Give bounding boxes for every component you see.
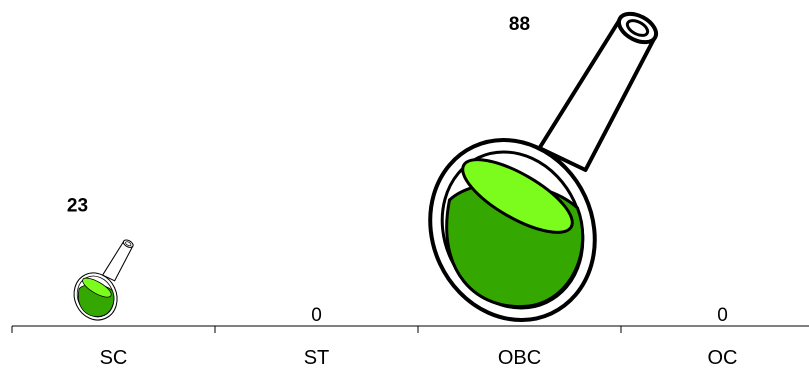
x-tick-label-st: ST — [304, 347, 330, 369]
flask-liquid-surface — [82, 277, 112, 298]
flask-liquid-surface — [461, 158, 574, 234]
chart-labels: 23 SC 0 ST 88 OBC 0 OC — [67, 14, 738, 369]
data-label-oc: 0 — [717, 305, 728, 326]
chart-marks — [73, 11, 659, 322]
data-label-sc: 23 — [67, 196, 88, 217]
x-tick-label-oc: OC — [708, 347, 738, 369]
x-axis-ticks — [11, 326, 622, 333]
data-label-st: 0 — [311, 305, 322, 326]
flask-bar-sc — [73, 239, 134, 321]
flask-mouth-inner — [625, 19, 650, 37]
x-tick-label-obc: OBC — [498, 347, 541, 369]
x-tick-label-sc: SC — [100, 347, 128, 369]
flask-bar-obc — [428, 11, 659, 322]
flask-mouth-inner — [125, 241, 132, 247]
data-label-obc: 88 — [509, 14, 530, 35]
